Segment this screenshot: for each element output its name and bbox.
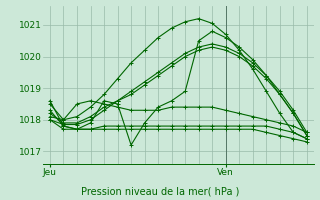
Text: Pression niveau de la mer( hPa ): Pression niveau de la mer( hPa ) — [81, 186, 239, 196]
